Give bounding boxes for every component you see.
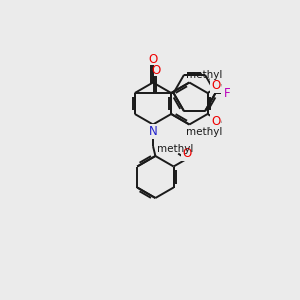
- Text: N: N: [148, 124, 158, 138]
- Text: O: O: [148, 53, 158, 66]
- Text: methyl: methyl: [186, 70, 223, 80]
- Text: O: O: [152, 64, 161, 77]
- Text: F: F: [224, 86, 230, 100]
- Text: O: O: [211, 115, 220, 128]
- Text: O: O: [182, 147, 191, 160]
- Text: methyl: methyl: [157, 144, 194, 154]
- Text: O: O: [211, 79, 220, 92]
- Text: methyl: methyl: [186, 127, 223, 137]
